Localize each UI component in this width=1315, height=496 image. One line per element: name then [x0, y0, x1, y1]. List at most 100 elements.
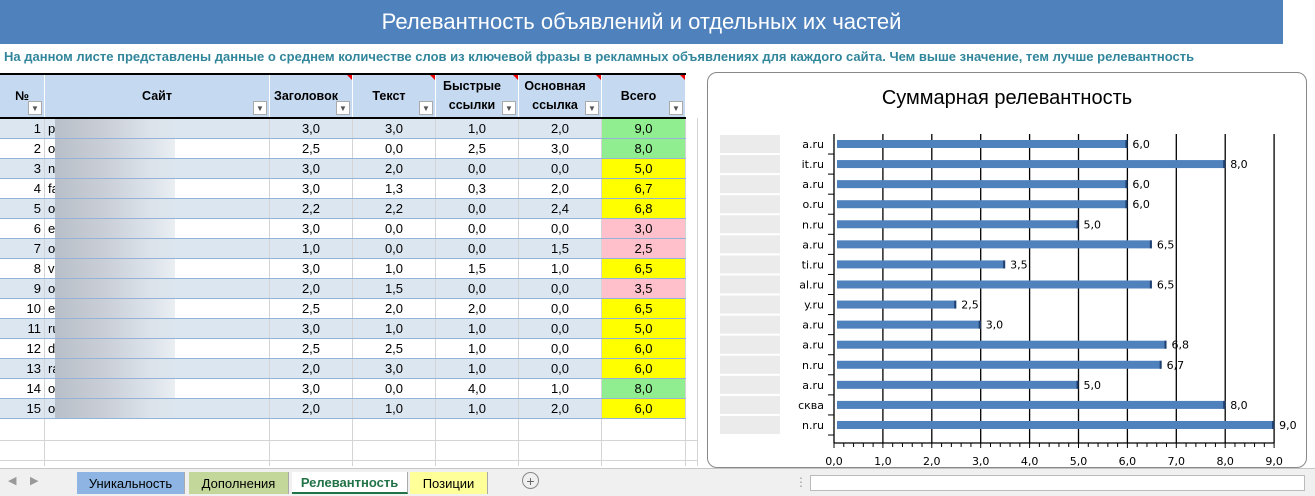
cell-text[interactable]: 2,0: [353, 159, 436, 178]
filter-dropdown-icon[interactable]: ▼: [253, 101, 267, 115]
cell-main-link[interactable]: 0,0: [519, 159, 602, 178]
cell-quick-links[interactable]: 0,0: [436, 239, 519, 258]
cell-total[interactable]: 5,0: [602, 319, 686, 338]
cell-main-link[interactable]: 2,0: [519, 119, 602, 138]
cell-number[interactable]: 1: [0, 119, 45, 138]
cell-total[interactable]: 6,5: [602, 259, 686, 278]
cell-site[interactable]: d: [45, 339, 270, 358]
cell-main-link[interactable]: 0,0: [519, 319, 602, 338]
cell-quick-links[interactable]: 2,5: [436, 139, 519, 158]
horizontal-scrollbar[interactable]: [810, 475, 1305, 491]
cell-text[interactable]: 1,0: [353, 259, 436, 278]
cell-number[interactable]: 3: [0, 159, 45, 178]
cell-total[interactable]: 6,0: [602, 399, 686, 418]
cell-title[interactable]: 3,0: [270, 159, 353, 178]
cell-text[interactable]: 2,0: [353, 299, 436, 318]
cell-title[interactable]: 3,0: [270, 219, 353, 238]
options-icon[interactable]: ⋮: [795, 475, 807, 489]
cell-total[interactable]: 6,0: [602, 339, 686, 358]
add-sheet-icon[interactable]: +: [522, 472, 539, 489]
cell-text[interactable]: 0,0: [353, 379, 436, 398]
cell-quick-links[interactable]: 1,0: [436, 119, 519, 138]
cell-total[interactable]: 8,0: [602, 379, 686, 398]
cell-quick-links[interactable]: 0,0: [436, 279, 519, 298]
cell-title[interactable]: 2,2: [270, 199, 353, 218]
cell-quick-links[interactable]: 0,0: [436, 159, 519, 178]
cell-quick-links[interactable]: 1,0: [436, 399, 519, 418]
cell-main-link[interactable]: 0,0: [519, 219, 602, 238]
cell-number[interactable]: 11: [0, 319, 45, 338]
cell-text[interactable]: 1,0: [353, 399, 436, 418]
cell-site[interactable]: o: [45, 399, 270, 418]
cell-main-link[interactable]: 0,0: [519, 279, 602, 298]
cell-site[interactable]: n: [45, 159, 270, 178]
cell-number[interactable]: 2: [0, 139, 45, 158]
cell-total[interactable]: 6,0: [602, 359, 686, 378]
cell-total[interactable]: 3,5: [602, 279, 686, 298]
cell-title[interactable]: 3,0: [270, 259, 353, 278]
cell-main-link[interactable]: 3,0: [519, 139, 602, 158]
cell-main-link[interactable]: 1,5: [519, 239, 602, 258]
cell-title[interactable]: 2,0: [270, 279, 353, 298]
cell-number[interactable]: 4: [0, 179, 45, 198]
cell-number[interactable]: 5: [0, 199, 45, 218]
cell-text[interactable]: 3,0: [353, 119, 436, 138]
cell-total[interactable]: 5,0: [602, 159, 686, 178]
scroll-tabs-right-icon[interactable]: ▶: [30, 475, 39, 487]
cell-quick-links[interactable]: 2,0: [436, 299, 519, 318]
cell-quick-links[interactable]: 1,0: [436, 319, 519, 338]
cell-main-link[interactable]: 0,0: [519, 359, 602, 378]
cell-quick-links[interactable]: 0,0: [436, 219, 519, 238]
scroll-tabs-left-icon[interactable]: ◀: [8, 475, 17, 487]
cell-text[interactable]: 1,5: [353, 279, 436, 298]
cell-site[interactable]: ru: [45, 319, 270, 338]
sheet-tab-0[interactable]: Уникальность: [77, 472, 185, 494]
cell-site[interactable]: o: [45, 139, 270, 158]
cell-title[interactable]: 3,0: [270, 379, 353, 398]
cell-total[interactable]: 2,5: [602, 239, 686, 258]
sheet-tab-3[interactable]: Позиции: [410, 472, 488, 494]
cell-site[interactable]: o: [45, 239, 270, 258]
cell-number[interactable]: 10: [0, 299, 45, 318]
cell-quick-links[interactable]: 1,0: [436, 339, 519, 358]
cell-text[interactable]: 1,0: [353, 319, 436, 338]
cell-title[interactable]: 2,5: [270, 139, 353, 158]
cell-main-link[interactable]: 2,4: [519, 199, 602, 218]
cell-text[interactable]: 0,0: [353, 239, 436, 258]
cell-number[interactable]: 15: [0, 399, 45, 418]
cell-title[interactable]: 2,5: [270, 339, 353, 358]
relevance-chart[interactable]: Суммарная релевантность 0,0 1,0 2,0 3,0 4,0 5…: [707, 72, 1307, 468]
filter-dropdown-icon[interactable]: ▼: [669, 101, 683, 115]
cell-title[interactable]: 3,0: [270, 119, 353, 138]
cell-total[interactable]: 9,0: [602, 119, 686, 138]
cell-title[interactable]: 1,0: [270, 239, 353, 258]
cell-number[interactable]: 12: [0, 339, 45, 358]
cell-quick-links[interactable]: 0,0: [436, 199, 519, 218]
cell-number[interactable]: 14: [0, 379, 45, 398]
cell-text[interactable]: 1,3: [353, 179, 436, 198]
cell-site[interactable]: ra: [45, 359, 270, 378]
cell-title[interactable]: 2,5: [270, 299, 353, 318]
cell-number[interactable]: 7: [0, 239, 45, 258]
cell-number[interactable]: 9: [0, 279, 45, 298]
filter-dropdown-icon[interactable]: ▼: [585, 101, 599, 115]
cell-main-link[interactable]: 1,0: [519, 379, 602, 398]
cell-number[interactable]: 6: [0, 219, 45, 238]
cell-site[interactable]: v: [45, 259, 270, 278]
cell-quick-links[interactable]: 1,5: [436, 259, 519, 278]
cell-total[interactable]: 6,5: [602, 299, 686, 318]
cell-main-link[interactable]: 0,0: [519, 339, 602, 358]
cell-quick-links[interactable]: 0,3: [436, 179, 519, 198]
cell-quick-links[interactable]: 4,0: [436, 379, 519, 398]
cell-number[interactable]: 13: [0, 359, 45, 378]
cell-text[interactable]: 0,0: [353, 139, 436, 158]
cell-total[interactable]: 6,8: [602, 199, 686, 218]
cell-quick-links[interactable]: 1,0: [436, 359, 519, 378]
cell-main-link[interactable]: 2,0: [519, 179, 602, 198]
sheet-tab-1[interactable]: Дополнения: [189, 472, 289, 494]
cell-site[interactable]: o: [45, 379, 270, 398]
cell-main-link[interactable]: 2,0: [519, 399, 602, 418]
cell-title[interactable]: 3,0: [270, 179, 353, 198]
sheet-tab-2[interactable]: Релевантность: [292, 472, 408, 494]
cell-total[interactable]: 8,0: [602, 139, 686, 158]
